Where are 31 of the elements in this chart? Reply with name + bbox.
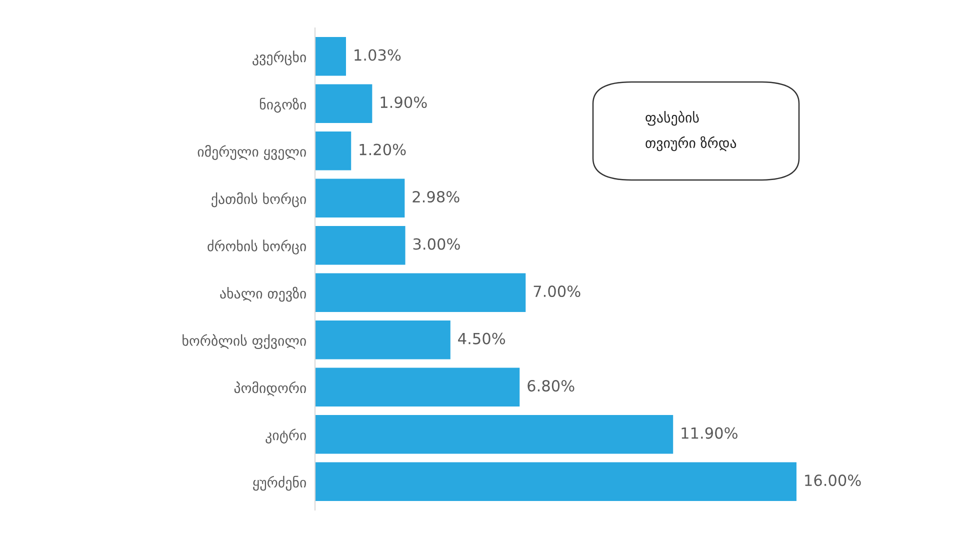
bar: [315, 273, 526, 312]
bar: [315, 131, 352, 170]
data-label: 2.98%: [412, 190, 460, 203]
y-tick-label: ახალი თევზი: [220, 286, 306, 302]
data-label: 4.50%: [458, 332, 506, 344]
text: ფასების თვიური ზრდა: [646, 110, 736, 152]
y-tick-label: ძროხის ხორცი: [208, 240, 306, 254]
y-tick-label: პომიდორი: [234, 381, 306, 396]
bar: [315, 320, 450, 360]
y-tick-label: კიტრი: [266, 428, 306, 444]
bar: [315, 368, 520, 407]
data-label: 11.90%: [682, 427, 738, 439]
y-tick-label: კვერცხი: [252, 50, 306, 66]
bar: [315, 226, 406, 265]
y-tick-label: იმერული ყველი: [198, 145, 306, 160]
data-label: 1.90%: [380, 96, 427, 108]
bar: [315, 36, 346, 76]
data-label: 1.03%: [354, 49, 401, 61]
y-tick-label: ხორბლის ფქვილი: [182, 334, 306, 349]
y-tick-label: ნიგოზი: [260, 98, 306, 113]
bar: [315, 415, 674, 454]
data-label: 1.20%: [360, 144, 406, 156]
y-tick-label: ყურძენი: [253, 476, 306, 491]
y-tick-label: ქათმის ხორცი: [212, 192, 306, 208]
data-label: 6.80%: [528, 380, 574, 392]
data-label: 3.00%: [413, 238, 460, 250]
bar: [315, 84, 372, 123]
data-label: 16.00%: [805, 474, 861, 486]
bar: [315, 462, 796, 502]
data-label: 7.00%: [534, 286, 580, 298]
bar: [315, 178, 405, 218]
